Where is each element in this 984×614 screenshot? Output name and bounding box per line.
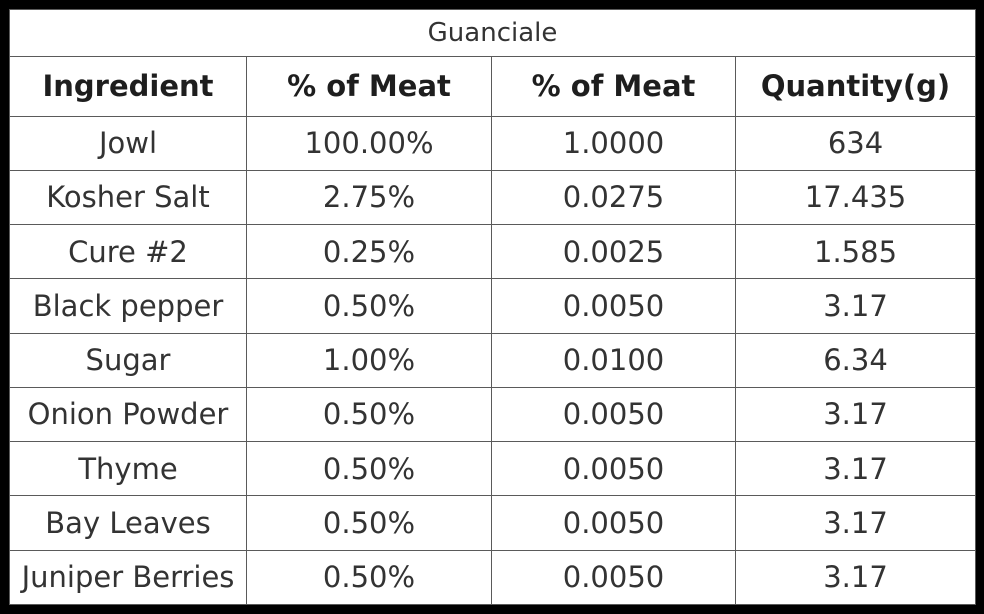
column-header-quantity: Quantity(g) xyxy=(734,56,977,117)
column-header-percent-of-meat: % of Meat xyxy=(246,56,492,117)
quantity-cell: 17.435 xyxy=(734,169,977,226)
table-header-row: Ingredient % of Meat % of Meat Quantity(… xyxy=(9,56,977,117)
percent-cell: 0.25% xyxy=(246,224,492,280)
ingredient-cell: Onion Powder xyxy=(9,386,247,443)
percent-cell: 0.50% xyxy=(246,386,492,443)
ingredient-cell: Juniper Berries xyxy=(9,549,247,606)
quantity-cell: 3.17 xyxy=(734,278,977,334)
decimal-cell: 1.0000 xyxy=(491,115,736,171)
quantity-cell: 634 xyxy=(734,115,977,171)
table-row: Bay Leaves 0.50% 0.0050 3.17 xyxy=(9,495,977,551)
ingredient-cell: Thyme xyxy=(9,441,247,497)
percent-cell: 2.75% xyxy=(246,169,492,226)
ingredient-cell: Black pepper xyxy=(9,278,247,334)
ingredient-cell: Kosher Salt xyxy=(9,169,247,226)
column-header-percent-of-meat-decimal: % of Meat xyxy=(491,56,736,117)
decimal-cell: 0.0275 xyxy=(491,169,736,226)
decimal-cell: 0.0050 xyxy=(491,386,736,443)
table-title-row: Guanciale xyxy=(8,8,977,58)
table-row: Jowl 100.00% 1.0000 634 xyxy=(9,115,977,171)
quantity-cell: 6.34 xyxy=(734,332,977,388)
recipe-table: Guanciale Ingredient % of Meat % of Meat… xyxy=(8,8,977,606)
table-row: Cure #2 0.25% 0.0025 1.585 xyxy=(9,224,977,280)
percent-cell: 100.00% xyxy=(246,115,492,171)
table-row: Juniper Berries 0.50% 0.0050 3.17 xyxy=(9,549,977,606)
ingredient-cell: Cure #2 xyxy=(9,224,247,280)
table-row: Onion Powder 0.50% 0.0050 3.17 xyxy=(9,386,977,443)
decimal-cell: 0.0050 xyxy=(491,495,736,551)
percent-cell: 0.50% xyxy=(246,495,492,551)
table-row: Kosher Salt 2.75% 0.0275 17.435 xyxy=(9,169,977,226)
table-body: Jowl 100.00% 1.0000 634 Kosher Salt 2.75% 0.02… xyxy=(9,115,977,606)
table-title: Guanciale xyxy=(8,8,977,58)
decimal-cell: 0.0100 xyxy=(491,332,736,388)
decimal-cell: 0.0050 xyxy=(491,278,736,334)
quantity-cell: 1.585 xyxy=(734,224,977,280)
percent-cell: 0.50% xyxy=(246,549,492,606)
percent-cell: 0.50% xyxy=(246,278,492,334)
quantity-cell: 3.17 xyxy=(734,386,977,443)
ingredient-cell: Jowl xyxy=(9,115,247,171)
decimal-cell: 0.0050 xyxy=(491,441,736,497)
ingredient-cell: Bay Leaves xyxy=(9,495,247,551)
percent-cell: 1.00% xyxy=(246,332,492,388)
decimal-cell: 0.0025 xyxy=(491,224,736,280)
decimal-cell: 0.0050 xyxy=(491,549,736,606)
percent-cell: 0.50% xyxy=(246,441,492,497)
ingredient-cell: Sugar xyxy=(9,332,247,388)
quantity-cell: 3.17 xyxy=(734,549,977,606)
quantity-cell: 3.17 xyxy=(734,441,977,497)
quantity-cell: 3.17 xyxy=(734,495,977,551)
table-row: Thyme 0.50% 0.0050 3.17 xyxy=(9,441,977,497)
column-header-ingredient: Ingredient xyxy=(9,56,247,117)
table-row: Black pepper 0.50% 0.0050 3.17 xyxy=(9,278,977,334)
table-row: Sugar 1.00% 0.0100 6.34 xyxy=(9,332,977,388)
